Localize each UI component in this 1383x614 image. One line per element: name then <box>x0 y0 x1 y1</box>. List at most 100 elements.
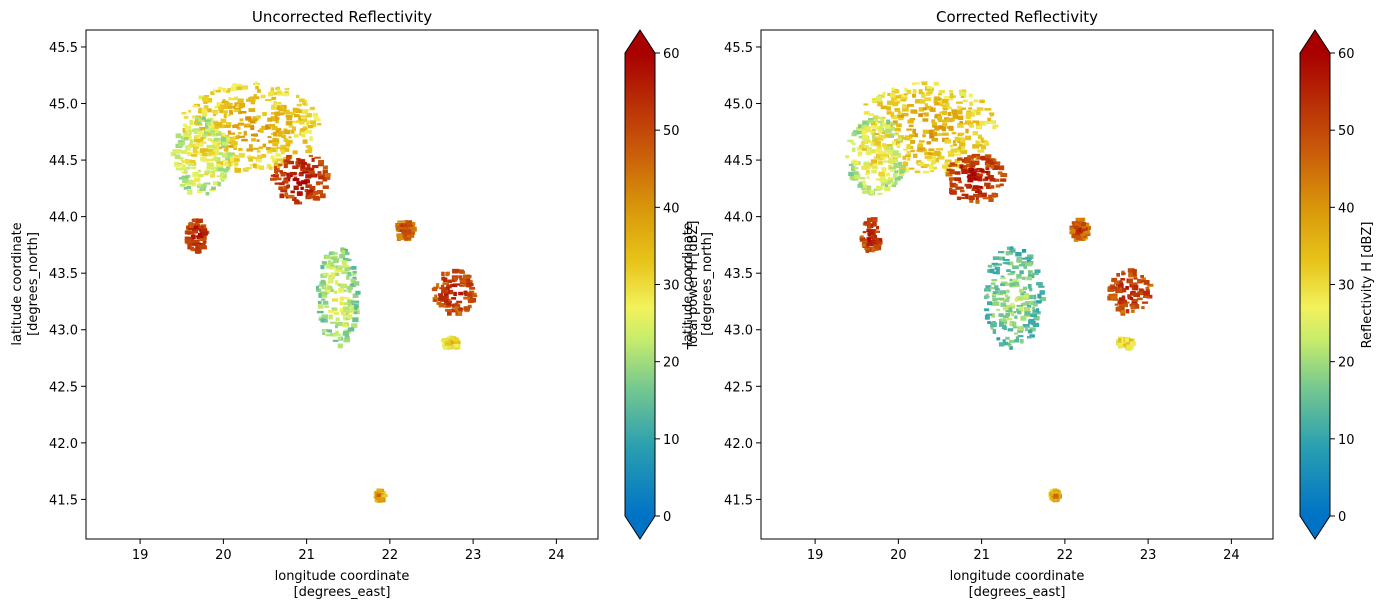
echo-cell <box>222 159 229 162</box>
echo-cell <box>279 105 285 110</box>
echo-cell <box>913 82 920 85</box>
echo-cell <box>932 131 937 137</box>
echo-cell <box>320 279 326 284</box>
echo-cell <box>930 107 936 112</box>
echo-cell <box>874 126 879 130</box>
echo-cell <box>976 167 983 171</box>
echo-cell <box>271 104 276 108</box>
echo-cell <box>881 167 887 172</box>
echo-cell <box>1007 328 1014 332</box>
echo-cell <box>308 171 315 175</box>
echo-cell <box>1028 273 1035 279</box>
echo-cell <box>851 132 857 137</box>
echo-cell <box>212 148 220 153</box>
echo-cell <box>276 146 282 149</box>
echo-cell <box>992 329 997 334</box>
echo-cell <box>1022 324 1030 328</box>
echo-cell <box>226 145 234 148</box>
echo-cell <box>920 165 928 168</box>
echo-cell <box>196 121 202 125</box>
echo-cell <box>275 130 280 134</box>
echo-cell <box>992 271 998 275</box>
echo-cell <box>218 125 223 128</box>
echo-cell <box>268 140 273 144</box>
echo-cell <box>876 147 882 152</box>
echo-cell <box>378 496 384 501</box>
echo-cell <box>209 166 215 169</box>
echo-cell <box>881 130 887 133</box>
echo-cell <box>977 143 983 147</box>
echo-cell <box>1014 339 1020 343</box>
echo-cell <box>998 313 1004 317</box>
echo-cell <box>242 167 249 172</box>
echo-cell <box>854 167 859 170</box>
echo-cell <box>867 237 871 243</box>
echo-cell <box>1005 312 1011 317</box>
echo-cell <box>1021 257 1027 260</box>
echo-cell <box>440 284 445 289</box>
echo-cell <box>943 108 948 111</box>
echo-cell <box>930 87 934 92</box>
echo-cell <box>281 109 287 112</box>
echo-cell <box>971 175 978 179</box>
echo-cell <box>962 165 969 168</box>
echo-cell <box>1114 280 1120 285</box>
echo-cell <box>858 144 864 149</box>
echo-cell <box>856 130 862 135</box>
echo-cell <box>1133 277 1138 280</box>
echo-cell <box>217 140 221 144</box>
echo-cell <box>954 136 959 142</box>
echo-cell <box>1012 279 1019 284</box>
echo-cell <box>438 293 444 297</box>
echo-cell <box>335 267 343 273</box>
echo-cell <box>281 93 289 96</box>
echo-cell <box>959 164 964 169</box>
echo-cell <box>897 143 901 147</box>
echo-cell <box>1001 324 1007 330</box>
echo-cell <box>183 123 187 127</box>
echo-cell <box>234 168 241 173</box>
echo-cell <box>1029 300 1034 304</box>
echo-cell <box>222 153 229 158</box>
echo-cell <box>204 119 211 122</box>
echo-cell <box>948 164 953 167</box>
echo-cell <box>1109 284 1116 288</box>
echo-cell <box>193 225 199 229</box>
echo-cell <box>975 199 980 204</box>
echo-cell <box>998 165 1005 171</box>
echo-cell <box>205 191 210 196</box>
echo-cell <box>1037 293 1042 299</box>
echo-cell <box>219 177 226 181</box>
echo-cell <box>321 298 326 301</box>
echo-cell <box>902 104 907 108</box>
echo-cell <box>200 158 204 161</box>
echo-cell <box>266 146 271 151</box>
echo-cell <box>971 153 977 158</box>
echo-cell <box>335 324 339 329</box>
echo-cell <box>1019 270 1024 275</box>
echo-cell <box>276 90 282 94</box>
echo-cell <box>970 109 976 114</box>
echo-cell <box>1029 334 1035 338</box>
echo-cell <box>216 175 222 178</box>
echo-cell <box>1128 272 1134 278</box>
echo-cell <box>992 126 997 130</box>
echo-cell <box>873 156 879 159</box>
echo-cell <box>896 137 902 142</box>
x-tick-label: 20 <box>215 548 232 563</box>
echo-cell <box>277 131 282 137</box>
echo-cell <box>1000 173 1008 178</box>
echo-cell <box>1075 217 1080 222</box>
y-tick-label: 45.0 <box>724 98 753 113</box>
echo-cell <box>280 144 286 150</box>
echo-cell <box>898 135 904 138</box>
echo-cell <box>959 142 966 147</box>
echo-cell <box>851 161 857 166</box>
echo-cell <box>188 226 194 230</box>
echo-cell <box>222 88 227 93</box>
echo-cell <box>1025 301 1031 304</box>
echo-cell <box>326 174 331 180</box>
echo-cell <box>202 96 209 102</box>
echo-cell <box>191 181 197 187</box>
echo-cell <box>399 227 406 230</box>
